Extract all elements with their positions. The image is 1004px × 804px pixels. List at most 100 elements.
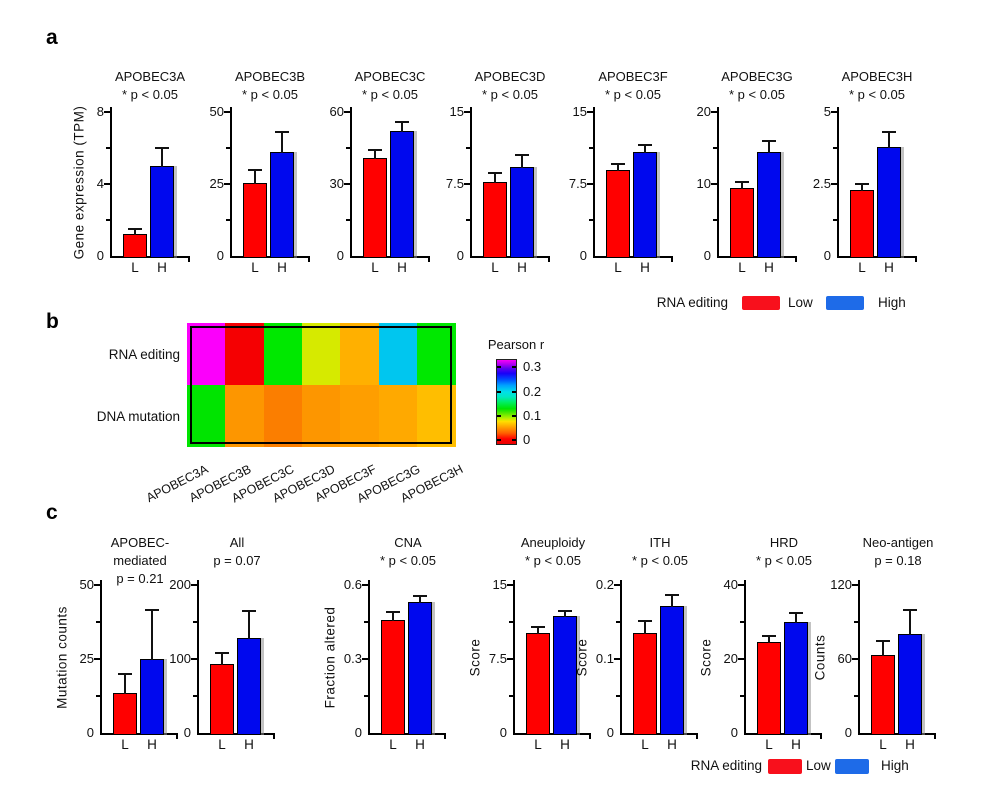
category-label: H (560, 737, 570, 752)
y-tick-label: 0 (606, 725, 614, 740)
x-axis-end-tick (308, 256, 310, 262)
bar-low (243, 182, 267, 258)
heatmap-cell (187, 385, 226, 447)
y-tick-label: 60 (837, 651, 852, 666)
y-tick-label: 15 (572, 104, 587, 119)
category-label: H (764, 260, 774, 275)
error-bar-stem (281, 132, 283, 154)
y-minor-tick (740, 695, 744, 697)
bar-high (150, 166, 174, 258)
y-tick-label: 0 (336, 248, 344, 263)
category-label: H (517, 260, 527, 275)
error-bar-cap (855, 183, 869, 185)
category-label: H (157, 260, 167, 275)
bar-high (877, 146, 901, 258)
error-bar-cap (611, 162, 625, 165)
y-tick (191, 658, 197, 660)
chart-title-line: p = 0.21 (116, 571, 164, 586)
y-tick-label: 20 (696, 104, 711, 119)
legend-a-low-label: Low (788, 295, 813, 310)
colorbar-tick-right (512, 365, 516, 368)
y-tick-label: 5 (823, 104, 831, 119)
y-tick-label: 0 (499, 725, 507, 740)
y-tick (507, 658, 513, 660)
bar-low (113, 693, 137, 735)
y-tick-label: 0 (730, 725, 738, 740)
y-tick-label: 0 (96, 248, 104, 263)
y-axis (197, 580, 199, 735)
y-minor-tick (616, 695, 620, 697)
heatmap-cell (416, 323, 456, 385)
y-tick-label: 50 (209, 104, 224, 119)
x-axis-end-tick (820, 733, 822, 739)
legend-a-high-label: High (878, 295, 906, 310)
error-bar-cap (215, 652, 229, 655)
y-tick-label: 0.6 (343, 577, 362, 592)
x-axis-end-tick (428, 256, 430, 262)
y-minor-tick (106, 147, 110, 149)
y-minor-tick (854, 621, 858, 623)
category-label: L (765, 737, 773, 752)
y-tick (711, 111, 717, 113)
chart-title-line: * p < 0.05 (379, 553, 437, 568)
error-bar-cap (665, 593, 679, 596)
y-tick-label: 0 (579, 248, 587, 263)
y-tick-label: 20 (723, 651, 738, 666)
chart-title-line: APOBEC3A (114, 69, 186, 84)
y-tick (507, 584, 513, 586)
bar-low (633, 633, 657, 735)
heatmap-cell (378, 385, 418, 447)
bar-high (408, 602, 432, 735)
heatmap-row-label-dna-mutation: DNA mutation (96, 409, 180, 424)
legend-a-title: RNA editing (656, 295, 728, 310)
y-tick-label: 0 (456, 248, 464, 263)
y-minor-tick (193, 695, 197, 697)
error-bar-cap (128, 228, 142, 230)
chart-title-line: ITH (649, 535, 671, 550)
legend-c-high-swatch (835, 759, 869, 774)
heatmap-cell (340, 323, 379, 385)
y-tick (344, 111, 350, 113)
x-axis-end-tick (934, 733, 936, 739)
y-tick-label: 120 (830, 577, 852, 592)
x-axis (620, 733, 698, 735)
y-tick-label: 25 (79, 651, 94, 666)
error-bar-stem (401, 121, 403, 133)
heatmap-cell (263, 323, 303, 385)
y-axis (620, 580, 622, 735)
error-bar-stem (617, 163, 619, 171)
chart-title-line: * p < 0.05 (755, 553, 813, 568)
colorbar-tick-left (497, 365, 501, 368)
chart-title-line: * p < 0.05 (848, 86, 906, 102)
error-bar-stem (254, 169, 256, 184)
y-tick (464, 111, 470, 113)
error-bar-cap (118, 672, 132, 675)
x-axis-end-tick (188, 256, 190, 262)
error-bar-stem (537, 627, 539, 635)
y-tick (587, 111, 593, 113)
y-tick-label: 0.1 (595, 651, 614, 666)
y-tick-label: 0 (354, 725, 362, 740)
bar-low (730, 187, 754, 258)
y-tick (738, 584, 744, 586)
x-axis (513, 733, 591, 735)
error-bar-cap (558, 609, 572, 612)
y-tick-label: 60 (329, 104, 344, 119)
y-axis (110, 107, 112, 258)
error-bar-stem (768, 635, 770, 644)
category-label: L (371, 260, 379, 275)
category-label: L (251, 260, 259, 275)
bar-high (237, 638, 261, 735)
panel-a-letter: a (46, 26, 58, 49)
error-bar-stem (644, 144, 646, 154)
bar-high (633, 152, 657, 258)
category-label: H (147, 737, 157, 752)
bar-low (606, 169, 630, 258)
y-minor-tick (106, 219, 110, 221)
y-minor-tick (346, 219, 350, 221)
chart-title-line: HRD (769, 535, 799, 550)
chart-title-line: APOBEC3F (598, 69, 668, 84)
y-minor-tick (854, 695, 858, 697)
category-label: H (397, 260, 407, 275)
colorbar-tick-label: 0 (523, 431, 531, 447)
